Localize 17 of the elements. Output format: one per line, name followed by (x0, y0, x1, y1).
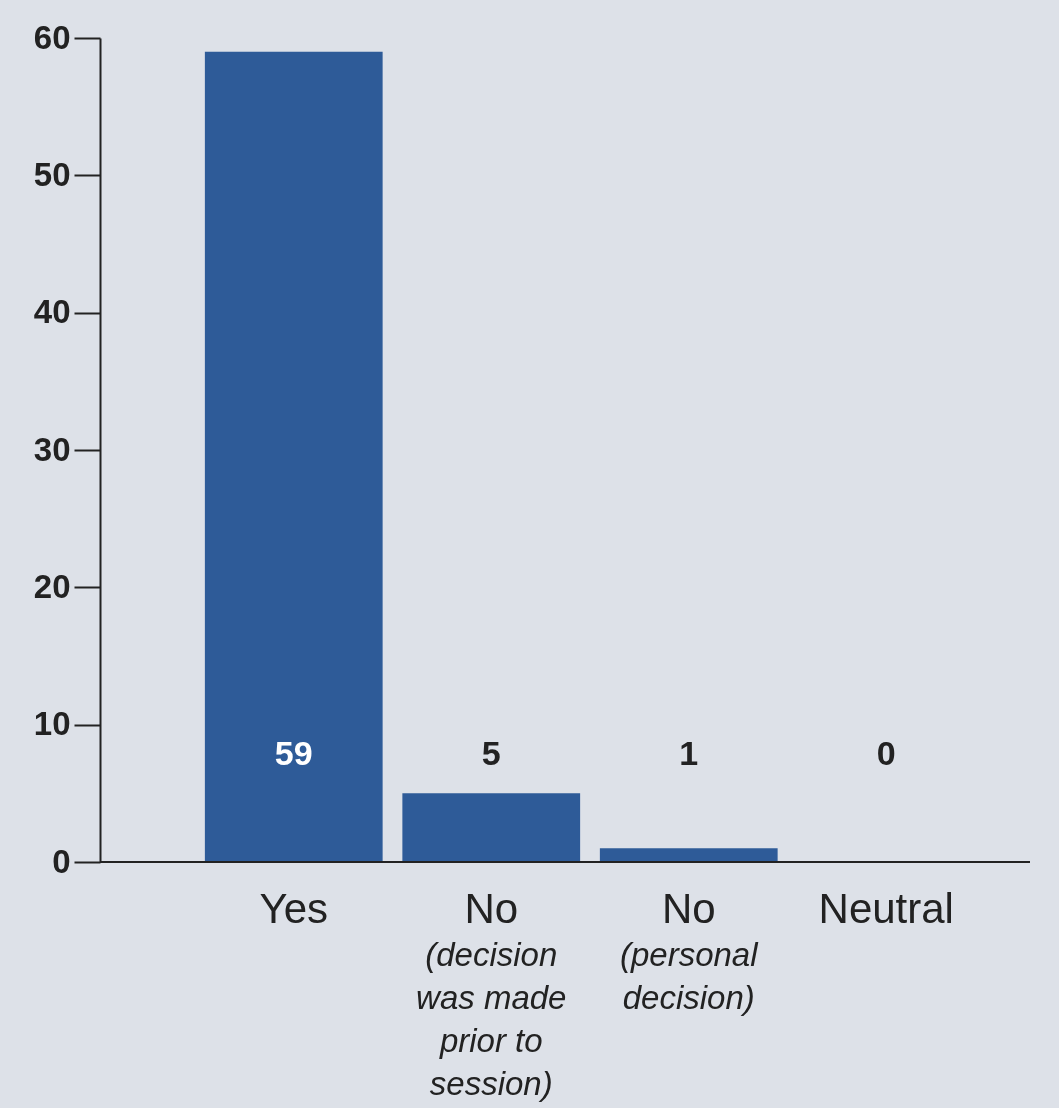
data-label: 1 (679, 733, 699, 772)
data-label: 59 (274, 733, 313, 772)
y-tick-label: 10 (33, 705, 71, 743)
x-tick-label: No (661, 885, 716, 932)
x-tick-label: Neutral (818, 885, 954, 932)
x-tick-label: Yes (259, 885, 329, 932)
text: (personal decision) (619, 936, 760, 1016)
y-tick-label: 30 (33, 430, 71, 468)
x-tick-label: No (464, 885, 519, 932)
y-tick-label: 60 (33, 18, 71, 56)
y-tick-label: 0 (52, 842, 71, 880)
y-tick-label: 40 (33, 293, 71, 331)
y-tick-label: 50 (33, 155, 71, 193)
y-tick-label: 20 (33, 567, 71, 605)
text: (decision was made prior to session) (416, 936, 567, 1102)
data-label: 0 (876, 733, 896, 772)
data-label: 5 (481, 733, 501, 772)
